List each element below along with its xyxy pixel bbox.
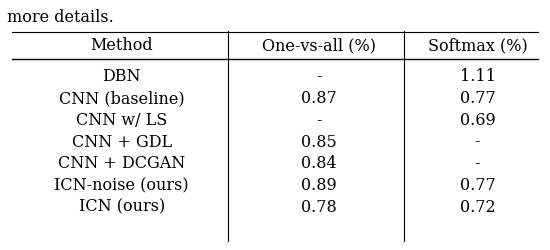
Text: -: - [475, 155, 480, 172]
Text: CNN + GDL: CNN + GDL [72, 134, 172, 150]
Text: Method: Method [90, 38, 153, 54]
Text: more details.: more details. [7, 9, 114, 26]
Text: 0.77: 0.77 [460, 90, 496, 107]
Text: 0.89: 0.89 [301, 177, 337, 194]
Text: ICN (ours): ICN (ours) [79, 199, 165, 216]
Text: 0.69: 0.69 [460, 112, 496, 129]
Text: 0.85: 0.85 [301, 134, 337, 150]
Text: CNN (baseline): CNN (baseline) [59, 90, 185, 107]
Text: 0.84: 0.84 [301, 155, 337, 172]
Text: One-vs-all (%): One-vs-all (%) [262, 38, 376, 54]
Text: CNN w/ LS: CNN w/ LS [76, 112, 167, 129]
Text: Softmax (%): Softmax (%) [427, 38, 527, 54]
Text: 0.78: 0.78 [301, 199, 337, 216]
Text: 1.11: 1.11 [460, 68, 496, 85]
Text: 0.77: 0.77 [460, 177, 496, 194]
Text: -: - [316, 68, 322, 85]
Text: CNN + DCGAN: CNN + DCGAN [58, 155, 185, 172]
Text: 0.87: 0.87 [301, 90, 337, 107]
Text: ICN-noise (ours): ICN-noise (ours) [54, 177, 189, 194]
Text: -: - [316, 112, 322, 129]
Text: -: - [475, 134, 480, 150]
Text: 0.72: 0.72 [460, 199, 496, 216]
Text: DBN: DBN [102, 68, 141, 85]
